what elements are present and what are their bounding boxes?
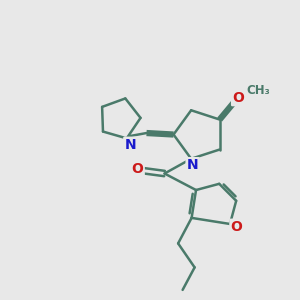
Text: O: O	[132, 162, 143, 176]
Text: O: O	[231, 220, 242, 234]
Text: N: N	[187, 158, 199, 172]
Text: CH₃: CH₃	[246, 84, 270, 97]
Text: N: N	[124, 138, 136, 152]
Text: O: O	[232, 91, 244, 105]
